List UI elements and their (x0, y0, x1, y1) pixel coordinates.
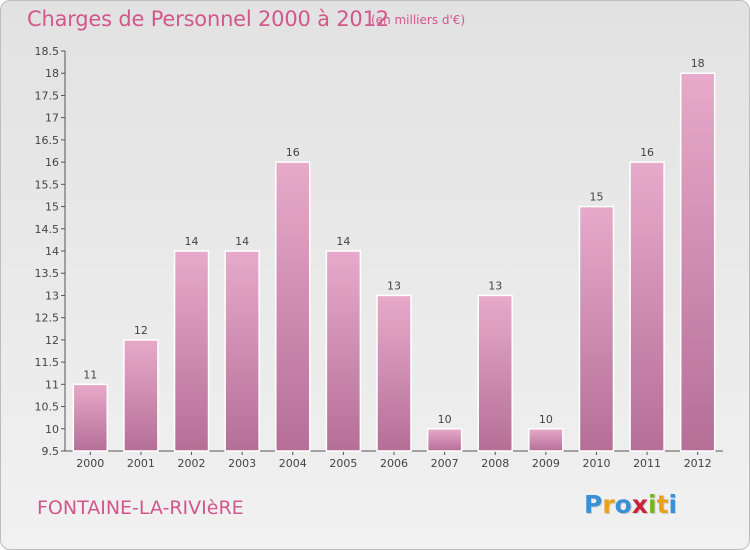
x-tick-label: 2006 (380, 457, 408, 470)
proxiti-logo[interactable]: Proxiti (584, 490, 677, 519)
bar (629, 161, 665, 452)
y-tick-label: 18 (45, 67, 59, 80)
data-label: 13 (488, 279, 502, 292)
y-tick-label: 18.5 (35, 45, 60, 58)
y-tick-label: 17.5 (35, 89, 60, 102)
bars (72, 72, 716, 452)
bar (477, 294, 513, 452)
data-label: 14 (336, 235, 350, 248)
bar (578, 205, 615, 452)
y-tick-label: 14 (45, 245, 59, 258)
y-axis: 9.5 10 10.5 11 11.5 12 12.5 13 13.5 14 14.5 15 15.5 1… (35, 45, 66, 458)
y-tick-label: 13 (45, 289, 59, 302)
data-label: 12 (134, 324, 148, 337)
bar (224, 250, 260, 452)
y-tick-label: 9.5 (42, 445, 60, 458)
data-label: 15 (589, 191, 603, 204)
logo-letter: P (584, 490, 603, 519)
x-tick-label: 2007 (431, 457, 459, 470)
bar (123, 339, 159, 452)
chart-subtitle: (en milliers d'€) (371, 13, 466, 27)
y-tick-label: 17 (45, 112, 59, 125)
y-tick-label: 14.5 (35, 223, 60, 236)
chart-title: Charges de Personnel 2000 à 2012 (27, 7, 389, 31)
logo-letter: r (602, 490, 615, 519)
x-tick-label: 2005 (329, 457, 357, 470)
bar (426, 428, 463, 452)
logo-letter: t (656, 490, 669, 519)
x-tick-label: 2011 (633, 457, 661, 470)
x-tick-label: 2004 (279, 457, 307, 470)
y-tick-label: 12.5 (35, 312, 60, 325)
logo-letter: o (614, 490, 632, 519)
bar (173, 250, 210, 452)
data-label: 13 (387, 279, 401, 292)
data-label: 14 (185, 235, 199, 248)
bar (72, 383, 109, 452)
y-tick-label: 11 (45, 378, 59, 391)
commune-name: FONTAINE-LA-RIVIèRE (37, 497, 244, 519)
y-tick-label: 16.5 (35, 134, 60, 147)
data-labels: 11 12 14 14 16 14 13 10 13 10 15 16 18 (83, 57, 704, 426)
y-tick-label: 15.5 (35, 178, 60, 191)
data-label: 18 (691, 57, 705, 70)
x-tick-label: 2002 (178, 457, 206, 470)
data-label: 16 (640, 146, 654, 159)
logo-letter: x (631, 490, 648, 519)
y-tick-label: 12 (45, 334, 59, 347)
x-axis: 2000 2001 2002 2003 2004 2005 2006 2007 2008 2009… (65, 450, 723, 470)
x-tick-label: 2010 (582, 457, 610, 470)
x-tick-label: 2003 (228, 457, 256, 470)
y-tick-label: 10 (45, 423, 59, 436)
data-label: 10 (539, 413, 553, 426)
data-label: 10 (438, 413, 452, 426)
bar (376, 294, 412, 452)
x-tick-label: 2008 (481, 457, 509, 470)
y-tick-label: 13.5 (35, 267, 60, 280)
logo-letter: i (648, 490, 657, 519)
logo-letter: i (668, 490, 678, 519)
y-tick-label: 16 (45, 156, 59, 169)
y-tick-label: 10.5 (35, 401, 60, 414)
bar (528, 428, 564, 452)
data-label: 14 (235, 235, 249, 248)
bar (325, 250, 362, 452)
data-label: 16 (286, 146, 300, 159)
y-tick-label: 15 (45, 201, 59, 214)
x-tick-label: 2009 (532, 457, 560, 470)
y-tick-label: 11.5 (35, 356, 60, 369)
bar (275, 161, 311, 452)
data-label: 11 (83, 368, 97, 381)
x-tick-label: 2012 (684, 457, 712, 470)
x-tick-label: 2001 (127, 457, 155, 470)
x-tick-label: 2000 (76, 457, 104, 470)
bar (679, 72, 716, 452)
